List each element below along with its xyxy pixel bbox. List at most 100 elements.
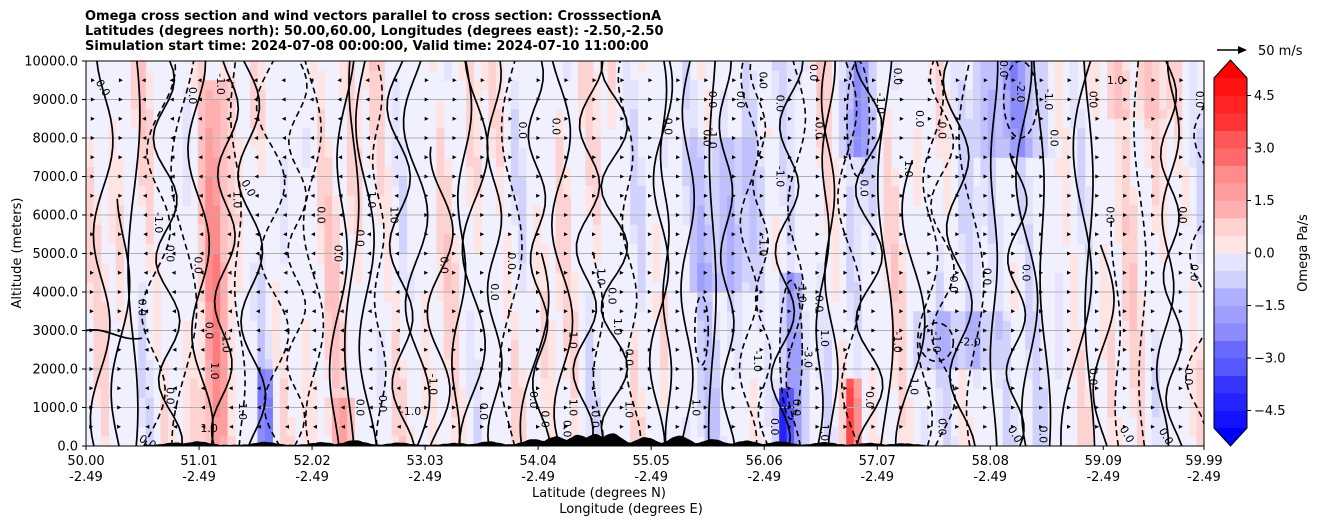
omega-cell — [1189, 388, 1198, 399]
omega-cell — [935, 253, 944, 264]
omega-cell — [197, 186, 206, 197]
omega-cell — [995, 118, 1004, 129]
omega-cell — [115, 195, 124, 206]
omega-cell — [369, 89, 378, 101]
omega-cell — [331, 234, 341, 245]
omega-cell — [741, 195, 750, 206]
wind-vector — [340, 367, 345, 371]
omega-cell — [726, 263, 736, 274]
wind-vector — [983, 116, 988, 121]
omega-cell — [354, 157, 363, 168]
omega-cell — [1189, 320, 1198, 332]
omega-cell — [1077, 234, 1086, 245]
omega-cell — [585, 205, 594, 216]
omega-cell — [235, 138, 244, 149]
omega-cell — [771, 407, 780, 418]
wind-vector — [676, 78, 681, 83]
wind-vector — [899, 213, 904, 217]
omega-cell — [823, 80, 832, 91]
omega-cell — [249, 118, 259, 129]
omega-cell — [1002, 99, 1011, 110]
contour-label: 0.0 — [354, 229, 367, 247]
omega-cell — [726, 282, 736, 293]
omega-cell — [935, 147, 944, 158]
wind-vector — [1095, 290, 1099, 294]
omega-cell — [1054, 157, 1063, 168]
wind-vector — [871, 232, 876, 237]
omega-cell — [190, 378, 199, 389]
omega-cell — [712, 253, 721, 264]
omega-cell — [533, 263, 542, 274]
omega-cell — [1151, 397, 1160, 409]
omega-cell — [428, 61, 437, 72]
omega-cell — [726, 157, 736, 168]
omega-cell — [1129, 388, 1138, 399]
omega-cell — [540, 272, 549, 283]
omega-cell — [823, 340, 832, 351]
wind-vector — [508, 174, 513, 179]
omega-cell — [704, 195, 713, 206]
x-tick-label-lat: 57.07 — [859, 454, 896, 469]
omega-cell — [995, 224, 1004, 235]
omega-cell — [920, 417, 929, 428]
omega-cell — [1196, 359, 1204, 370]
contour-label: -1.0 — [400, 405, 421, 418]
omega-cell — [786, 330, 795, 341]
wind-vector — [311, 251, 316, 256]
wind-vector — [647, 367, 652, 371]
omega-cell — [704, 186, 713, 197]
omega-cell — [756, 282, 765, 293]
omega-cell — [1189, 378, 1198, 389]
wind-vector — [90, 193, 95, 198]
omega-cell — [1189, 138, 1198, 149]
wind-vector — [620, 136, 625, 140]
wind-vector — [1179, 213, 1183, 217]
omega-cell — [108, 224, 117, 235]
wind-vector — [90, 97, 95, 102]
omega-cell — [749, 378, 758, 389]
omega-cell — [1114, 109, 1123, 120]
omega-cell — [399, 436, 408, 446]
omega-cell — [592, 176, 601, 187]
omega-cell — [317, 205, 326, 216]
wind-vector — [871, 213, 876, 217]
omega-cell — [443, 61, 452, 72]
omega-cell — [339, 436, 348, 446]
omega-cell — [466, 349, 475, 360]
omega-cell — [846, 224, 855, 235]
wind-vector — [815, 270, 820, 275]
wind-vector — [226, 155, 231, 160]
omega-cell — [1040, 436, 1049, 446]
omega-cell — [257, 282, 266, 293]
omega-cell — [801, 388, 810, 399]
wind-vector — [396, 347, 400, 352]
omega-cell — [212, 243, 221, 255]
wind-vector — [1011, 97, 1016, 102]
omega-cell — [257, 118, 266, 129]
omega-cell — [771, 70, 780, 81]
omega-cell — [548, 340, 557, 351]
omega-cell — [339, 378, 348, 389]
omega-cell — [160, 436, 169, 446]
wind-vector — [117, 309, 122, 314]
omega-cell — [697, 263, 706, 274]
wind-vector — [787, 424, 792, 429]
omega-cell — [220, 215, 229, 226]
contour-label: 0.0 — [1176, 206, 1189, 224]
omega-cell — [309, 426, 318, 437]
omega-cell — [391, 128, 400, 139]
contour-label: -1.0 — [566, 327, 579, 348]
omega-cell — [197, 388, 206, 399]
wind-vector — [143, 251, 148, 256]
omega-cell — [1010, 407, 1019, 418]
wind-vector — [983, 386, 988, 391]
omega-cell — [958, 417, 967, 428]
omega-cell — [868, 388, 877, 399]
omega-cell — [816, 138, 825, 149]
omega-cell — [1107, 436, 1116, 446]
omega-cell — [86, 205, 95, 216]
omega-cell — [630, 388, 639, 399]
omega-cell — [1196, 436, 1204, 446]
wind-vector — [704, 116, 709, 121]
wind-vector — [591, 270, 596, 275]
